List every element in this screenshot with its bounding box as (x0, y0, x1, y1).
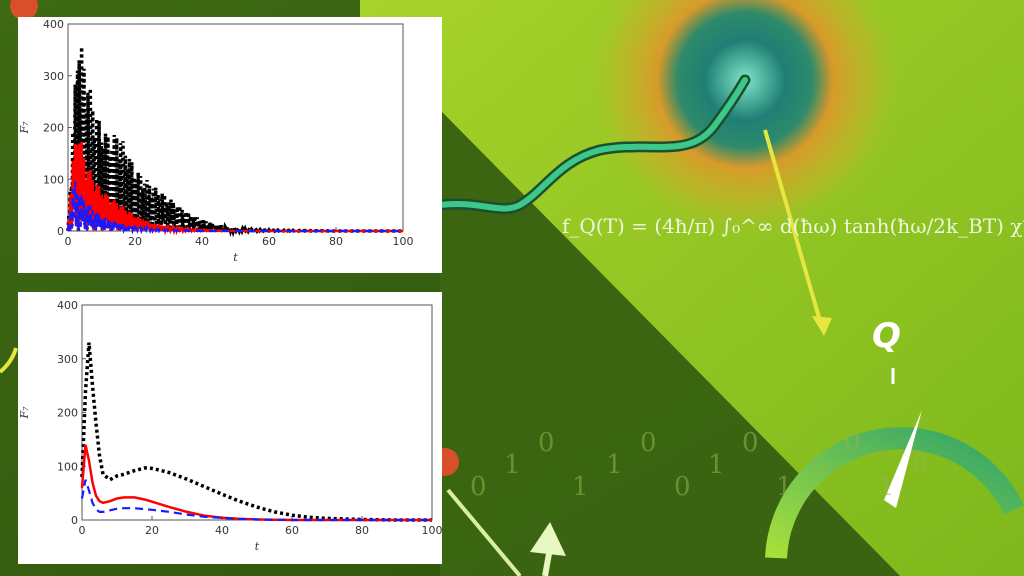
x-tick-label: 40 (195, 235, 209, 248)
y-tick-label: 200 (57, 407, 78, 420)
binary-digit: 0 (742, 428, 759, 458)
chart-panel-bottom: 0 20 40 60 80 100 0 100 200 300 400 t F₇ (18, 292, 442, 564)
x-tick-label: 60 (285, 524, 299, 537)
y-tick-label: 400 (43, 18, 64, 31)
binary-digit: 1 (878, 472, 895, 502)
chart-bottom: 0 20 40 60 80 100 0 100 200 300 400 t F₇ (18, 299, 443, 553)
binary-digit: 1 (708, 450, 725, 480)
binary-digit: 1 (776, 472, 793, 502)
binary-digit: 0 (844, 428, 861, 458)
y-tick-label: 0 (71, 514, 78, 527)
y-tick-label: 100 (57, 460, 78, 473)
y-axis-label: F₇ (18, 406, 31, 420)
chart-panel-top: 0 20 40 60 80 100 0 100 200 300 400 t F₇ (18, 17, 442, 273)
binary-digit: 0 (538, 428, 555, 458)
x-tick-label: 80 (329, 235, 343, 248)
x-tick-label: 100 (393, 235, 414, 248)
y-tick-label: 100 (43, 173, 64, 186)
series-line-black (80, 342, 432, 522)
formula-text: f_Q(T) = (4ħ/π) ∫₀^∞ d(ħω) tanh(ħω/2k_BT… (562, 214, 1024, 238)
x-tick-label: 40 (215, 524, 229, 537)
binary-digit: 0 (640, 428, 657, 458)
y-axis-label: F₇ (18, 121, 31, 135)
y-tick-label: 0 (57, 225, 64, 238)
x-tick-label: 0 (79, 524, 86, 537)
y-tick-label: 400 (57, 299, 78, 312)
series-line-blue (80, 479, 432, 522)
binary-digit: 1 (606, 450, 623, 480)
binary-digit: 0 (810, 450, 827, 480)
quantum-fisher-formula: f_Q(T) = (4ħ/π) ∫₀^∞ d(ħω) tanh(ħω/2k_BT… (562, 214, 1024, 280)
y-tick-label: 300 (43, 70, 64, 83)
x-tick-label: 60 (262, 235, 276, 248)
x-axis-label: t (233, 251, 238, 264)
gauge-label-q: Q (872, 316, 901, 356)
x-tick-label: 80 (355, 524, 369, 537)
series-line-black (66, 46, 403, 238)
binary-digit: 0 (912, 450, 929, 480)
x-axis-label: t (255, 540, 260, 553)
x-tick-label: 20 (128, 235, 142, 248)
binary-digit: 0 (470, 472, 487, 502)
x-tick-label: 0 (65, 235, 72, 248)
x-tick-label: 100 (422, 524, 443, 537)
plot-frame (81, 304, 433, 521)
y-tick-label: 200 (43, 122, 64, 135)
binary-digit: 1 (572, 472, 589, 502)
series-line-blue (66, 181, 403, 235)
chart-top: 0 20 40 60 80 100 0 100 200 300 400 t F₇ (18, 18, 414, 264)
y-tick-label: 300 (57, 353, 78, 366)
x-tick-label: 20 (145, 524, 159, 537)
binary-digit: 1 (504, 450, 521, 480)
binary-digit: 0 (674, 472, 691, 502)
